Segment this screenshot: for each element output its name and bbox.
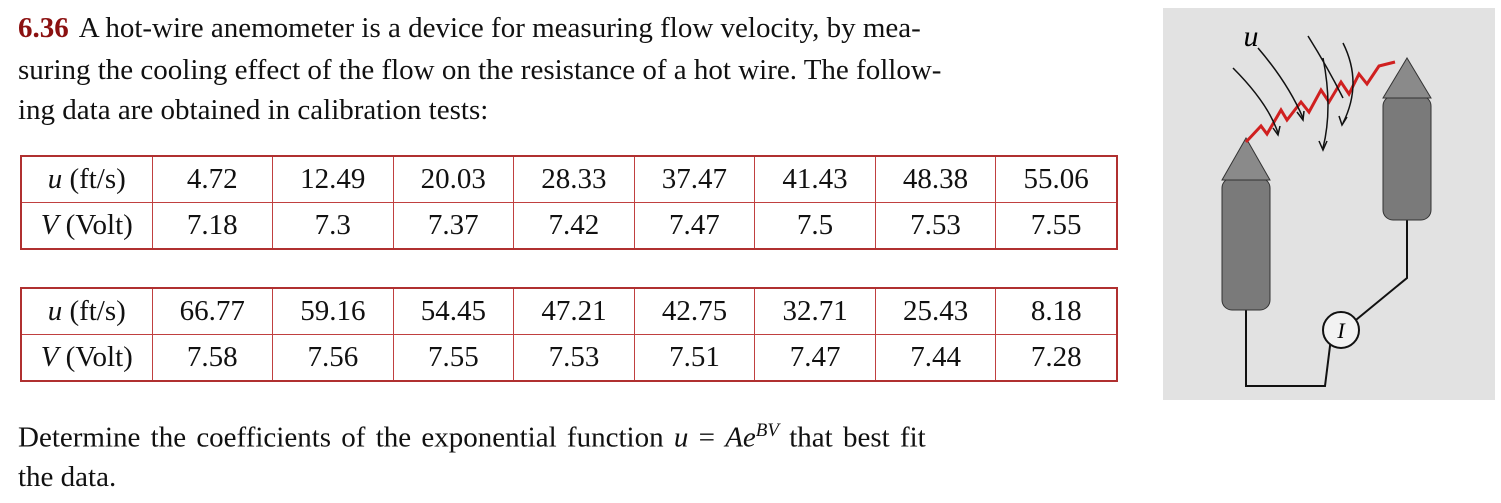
row-symbol: V (40, 341, 59, 373)
intro-line: 6.36 A hot-wire anemometer is a device fo… (18, 12, 921, 45)
table-cell: 7.53 (513, 334, 635, 382)
data-table: u (ft/s) 4.72 12.49 20.03 28.33 37.47 41.43 48.… (20, 155, 1118, 250)
row-symbol: V (40, 209, 59, 241)
table-cell: 7.5 (754, 202, 876, 250)
table-cell: 8.18 (995, 287, 1118, 335)
table-cell: 47.21 (513, 287, 635, 335)
table-cell: 7.47 (754, 334, 876, 382)
problem-number: 6.36 (18, 12, 69, 44)
row-symbol: u (47, 163, 63, 195)
probe (1221, 57, 1432, 311)
table-cell: 66.77 (151, 287, 274, 335)
table-cell: 25.43 (874, 287, 997, 335)
table-cell: 7.18 (151, 202, 273, 250)
table-cell: 54.45 (392, 287, 515, 335)
row-unit: (Volt) (65, 209, 133, 241)
table-cell: 20.03 (392, 155, 515, 203)
table-cell: 12.49 (271, 155, 394, 203)
equation-lhs: u (673, 421, 689, 454)
table-cell: 37.47 (633, 155, 756, 203)
equation-exponent: BV (755, 420, 779, 441)
closing-text: that best fit (789, 421, 926, 454)
data-table: u (ft/s) 66.77 59.16 54.45 47.21 42.75 32.71 25… (20, 287, 1118, 382)
intro-text: A hot-wire anemometer is a device for me… (78, 12, 921, 44)
table-cell: 7.55 (995, 202, 1118, 250)
table-cell: 7.53 (874, 202, 997, 250)
row-header: u (ft/s) (20, 155, 153, 203)
table-cell: 55.06 (995, 155, 1118, 203)
equation-rhs: Ae (725, 421, 756, 454)
closing-line: Determine the coefficients of the expone… (18, 420, 926, 455)
intro-line: suring the cooling effect of the flow on… (18, 54, 942, 86)
circuit-wire (1245, 218, 1408, 387)
row-header: V (Volt) (20, 202, 153, 250)
table-cell: 7.28 (995, 334, 1118, 382)
current-label: I (1336, 318, 1346, 343)
equation-equals: = (698, 421, 715, 454)
figure: I u (1163, 8, 1495, 400)
row-symbol: u (47, 295, 63, 327)
table-row: V (Volt) 7.18 7.3 7.37 7.42 7.47 7.5 7.53 7.55 (20, 202, 1118, 250)
table-cell: 7.51 (633, 334, 756, 382)
table-row: u (ft/s) 66.77 59.16 54.45 47.21 42.75 32.71 25… (20, 287, 1118, 335)
closing-text: Determine the coefficients of the expone… (18, 421, 664, 454)
table-cell: 7.44 (874, 334, 997, 382)
table-cell: 4.72 (151, 155, 273, 203)
table-cell: 7.42 (513, 202, 635, 250)
table-row: V (Volt) 7.58 7.56 7.55 7.53 7.51 7.47 7.44 7.28 (20, 334, 1118, 382)
row-unit: (ft/s) (69, 163, 126, 195)
ammeter (1322, 311, 1360, 349)
row-header: u (ft/s) (20, 287, 153, 335)
table-cell: 42.75 (633, 287, 756, 335)
table-cell: 7.58 (151, 334, 274, 382)
hot-wire (1244, 60, 1396, 144)
table-cell: 7.56 (272, 334, 394, 382)
flow-label: u (1244, 20, 1259, 53)
table-cell: 48.38 (874, 155, 997, 203)
table-cell: 28.33 (513, 155, 635, 203)
table-row: u (ft/s) 4.72 12.49 20.03 28.33 37.47 41.43 48.… (20, 155, 1118, 203)
table-cell: 41.43 (754, 155, 876, 203)
row-unit: (ft/s) (69, 295, 126, 327)
table-cell: 32.71 (754, 287, 876, 335)
row-header: V (Volt) (20, 334, 153, 382)
row-unit: (Volt) (65, 341, 133, 373)
table-cell: 7.37 (392, 202, 515, 250)
table-cell: 7.3 (271, 202, 394, 250)
table-cell: 7.55 (392, 334, 515, 382)
flow-arrows (1232, 35, 1354, 152)
table-cell: 7.47 (633, 202, 756, 250)
intro-line: ing data are obtained in calibration tes… (18, 94, 489, 126)
closing-line: the data. (18, 461, 117, 493)
table-cell: 59.16 (272, 287, 394, 335)
